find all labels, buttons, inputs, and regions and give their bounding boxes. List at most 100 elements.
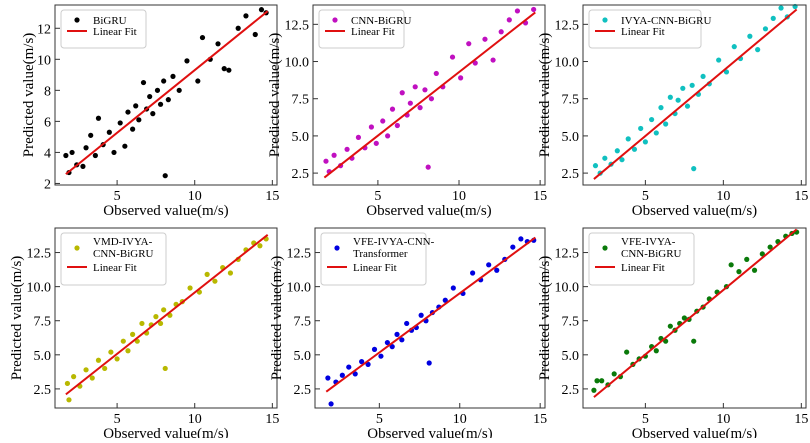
- data-point: [108, 349, 114, 355]
- x-tick-label: 5: [642, 412, 649, 427]
- x-tick-label: 15: [265, 189, 279, 204]
- data-point: [355, 134, 362, 140]
- legend-marker: [74, 245, 80, 251]
- legend-label: CNN-BiGRU: [93, 248, 154, 260]
- y-axis-label: Predicted value(m/s): [269, 256, 285, 381]
- data-point: [751, 267, 758, 273]
- data-point: [510, 244, 516, 250]
- y-axis-label: Predicted value(m/s): [267, 33, 283, 158]
- data-point: [675, 97, 681, 103]
- data-point: [64, 380, 71, 387]
- data-point: [114, 356, 120, 362]
- data-point: [140, 79, 147, 86]
- data-point: [153, 314, 159, 320]
- data-point: [339, 372, 345, 378]
- x-axis-label: Observed value(m/s): [632, 203, 757, 219]
- data-point: [161, 78, 167, 84]
- subplot-1: 5 10 15 2 4 6 8 10 12 Observed value(m/s) Predicte…: [21, 4, 279, 219]
- data-point: [394, 122, 400, 129]
- data-point: [653, 130, 659, 136]
- legend-box: [588, 232, 695, 286]
- legend-label: CNN-BiGRU: [351, 15, 412, 27]
- y-tick-label: 10.0: [287, 281, 312, 296]
- data-point: [102, 365, 108, 372]
- data-point: [680, 85, 686, 91]
- data-point: [700, 73, 706, 80]
- data-point: [518, 236, 524, 242]
- data-point: [125, 348, 131, 354]
- data-point: [531, 6, 537, 13]
- data-point: [257, 243, 263, 249]
- data-point: [380, 118, 386, 124]
- data-point: [433, 70, 439, 77]
- data-point: [667, 94, 673, 100]
- data-point: [63, 152, 69, 159]
- data-point: [744, 256, 750, 262]
- data-point: [428, 96, 435, 102]
- y-tick-label: 5.0: [34, 349, 52, 364]
- legend-marker: [74, 17, 80, 23]
- y-tick-label: 12: [37, 22, 51, 37]
- data-point: [157, 320, 164, 327]
- legend-label: Linear Fit: [621, 262, 665, 274]
- data-point: [157, 101, 164, 107]
- x-axis-label: Observed value(m/s): [632, 426, 757, 438]
- data-point: [611, 371, 617, 377]
- y-axis-label: Predicted value(m/s): [21, 33, 37, 158]
- data-point: [88, 132, 94, 138]
- y-tick-label: 10: [37, 53, 51, 68]
- legend-box: [320, 232, 427, 286]
- data-point: [170, 73, 176, 79]
- data-point: [328, 401, 334, 407]
- legend-label: Linear Fit: [621, 26, 665, 38]
- plot-frame: [54, 227, 278, 409]
- data-point: [619, 157, 625, 163]
- data-point: [404, 320, 410, 327]
- x-tick-label: 15: [265, 412, 279, 427]
- y-tick-label: 10.0: [27, 281, 52, 296]
- legend-label: BiGRU: [93, 15, 127, 27]
- data-point: [594, 378, 600, 384]
- data-point: [625, 136, 631, 142]
- data-point: [614, 148, 620, 154]
- data-point: [384, 339, 390, 346]
- legend-label: VFE-IVYA-: [621, 236, 676, 248]
- data-point: [69, 149, 75, 156]
- data-point: [106, 129, 112, 135]
- plot-frame: [314, 227, 546, 409]
- data-point: [770, 15, 776, 21]
- data-point: [89, 375, 95, 381]
- legend-marker: [334, 245, 340, 251]
- x-tick-label: 5: [114, 412, 121, 427]
- data-point: [681, 315, 687, 321]
- data-point: [731, 44, 737, 50]
- legend-label: CNN-BiGRU: [621, 248, 682, 260]
- legend-marker: [332, 17, 338, 23]
- y-tick-label: 12.5: [285, 18, 310, 33]
- data-point: [762, 26, 769, 32]
- data-point: [498, 29, 504, 35]
- data-point: [136, 117, 142, 123]
- x-tick-label: 15: [794, 189, 808, 204]
- data-point: [394, 331, 400, 337]
- y-tick-label: 5.0: [294, 349, 312, 364]
- legend-label: VFE-IVYA-CNN-: [353, 236, 435, 248]
- data-point: [638, 125, 644, 132]
- data-point: [243, 13, 249, 19]
- legend-label: Linear Fit: [353, 262, 397, 274]
- data-point: [728, 262, 734, 268]
- linear-fit-line: [593, 8, 798, 180]
- x-tick-label: 15: [533, 189, 547, 204]
- data-point: [490, 57, 496, 63]
- y-tick-label: 2.5: [562, 383, 580, 398]
- data-point: [252, 31, 258, 38]
- data-point: [125, 109, 131, 115]
- data-point: [221, 66, 227, 72]
- data-point: [139, 320, 145, 327]
- legend-box: [60, 9, 147, 49]
- y-tick-label: 10.0: [555, 281, 580, 296]
- legend: VMD-IVYA-CNN-BiGRU Linear Fit: [60, 232, 167, 286]
- subplot-3: 5 10 15 2.5 5.0 7.5 10.0 12.5 Observed value(m/s…: [537, 3, 808, 219]
- data-point: [755, 47, 761, 53]
